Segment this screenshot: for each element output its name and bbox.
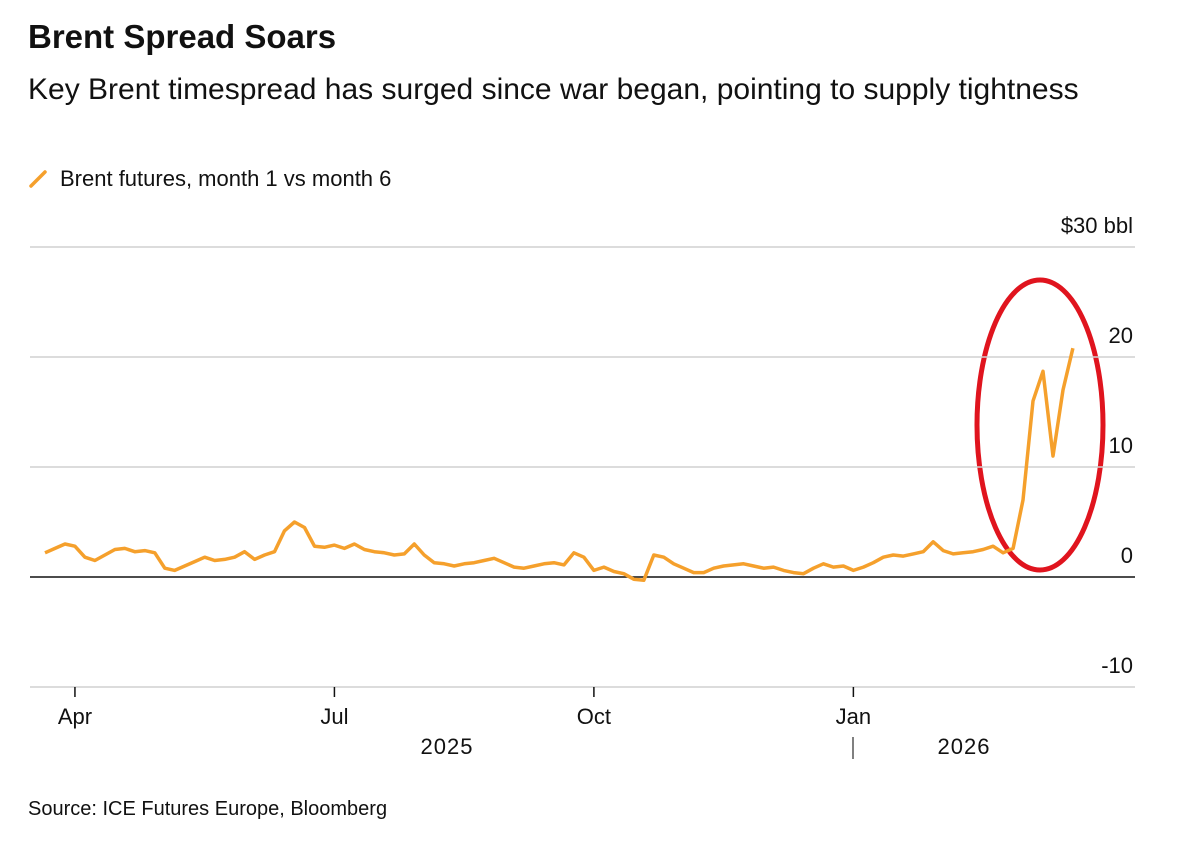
source-note: Source: ICE Futures Europe, Bloomberg [28, 798, 388, 820]
y-tick-label: -10 [1101, 653, 1133, 678]
year-label: 2025 [421, 734, 474, 759]
legend-label: Brent futures, month 1 vs month 6 [60, 166, 392, 191]
y-tick-label: 10 [1109, 433, 1133, 458]
legend-swatch [29, 170, 47, 188]
legend: Brent futures, month 1 vs month 6 [28, 166, 391, 192]
chart-title: Brent Spread Soars [28, 18, 337, 55]
y-tick-label: 20 [1109, 323, 1133, 348]
year-label: 2026 [938, 734, 991, 759]
x-tick-label: Oct [577, 704, 611, 729]
x-tick-label: Jan [836, 704, 871, 729]
y-tick-label: 0 [1121, 543, 1133, 568]
y-tick-label: $30 bbl [1061, 213, 1133, 238]
data-line [44, 347, 1075, 583]
x-tick-label: Apr [58, 704, 92, 729]
chart-subtitle: Key Brent timespread has surged since wa… [28, 73, 1079, 106]
highlight-ellipse [974, 277, 1106, 573]
x-tick-label: Jul [320, 704, 348, 729]
